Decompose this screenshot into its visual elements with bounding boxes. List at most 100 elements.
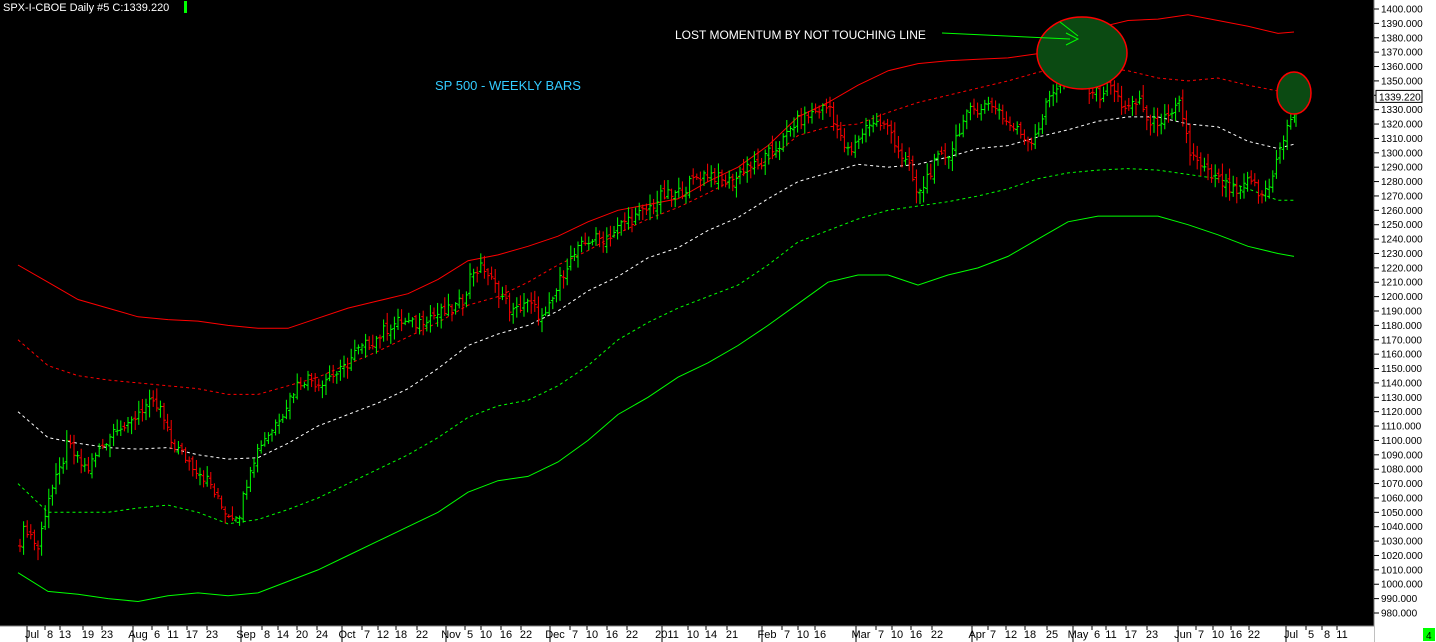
price-bar <box>1180 89 1185 127</box>
x-tick-label: 7 <box>572 629 578 641</box>
price-bar <box>514 297 519 318</box>
price-bar <box>1213 164 1218 188</box>
last-price-box <box>1375 89 1423 103</box>
price-bar <box>435 302 440 327</box>
price-bar <box>939 146 944 155</box>
price-bar <box>910 155 915 182</box>
price-bar <box>1173 97 1178 122</box>
y-tick-label: 1070.000 <box>1381 479 1423 490</box>
price-bar <box>97 443 102 458</box>
price-bar <box>1015 121 1020 135</box>
price-bar <box>1198 152 1203 177</box>
y-tick-label: 1190.000 <box>1381 307 1422 318</box>
y-tick-label: 1160.000 <box>1381 350 1422 361</box>
y-tick-label: 1270.000 <box>1381 191 1423 202</box>
price-bar <box>1202 157 1207 172</box>
price-bar <box>226 514 231 519</box>
chart-header: SPX-I-CBOE Daily #5 C:1339.220 <box>3 2 169 14</box>
price-bar <box>1188 123 1192 166</box>
price-bar <box>367 336 372 351</box>
price-bar <box>1054 82 1059 103</box>
price-bar <box>75 451 80 463</box>
x-tick-label: 23 <box>206 629 218 641</box>
y-tick-label: 1180.000 <box>1381 321 1422 332</box>
price-bar <box>658 184 663 215</box>
y-tick-label: 1370.000 <box>1381 48 1423 59</box>
price-bar <box>100 438 105 450</box>
price-bar <box>316 378 321 392</box>
price-bar <box>540 308 544 333</box>
price-bar <box>734 171 739 198</box>
price-bar <box>878 113 883 131</box>
price-bar <box>792 117 796 138</box>
price-bar <box>1044 98 1048 126</box>
price-bar <box>46 488 51 529</box>
price-bar <box>745 156 750 183</box>
price-bar <box>1040 114 1045 135</box>
price-bar <box>28 524 33 540</box>
price-bar <box>1123 100 1128 114</box>
x-tick-month-label: Oct <box>338 629 355 641</box>
price-bar <box>165 413 170 432</box>
price-bar <box>777 141 782 161</box>
price-bar <box>511 302 516 324</box>
price-bar <box>532 290 537 312</box>
price-bar <box>118 420 123 436</box>
price-bar <box>1245 171 1250 192</box>
price-bar <box>32 529 37 551</box>
price-bar <box>918 188 922 204</box>
price-bar <box>147 389 152 418</box>
price-bar <box>61 457 66 474</box>
price-bar <box>36 540 40 561</box>
price-bar <box>349 348 354 371</box>
price-bar <box>831 102 836 131</box>
price-bar <box>1004 111 1009 126</box>
x-tick-month-label: Jul <box>1284 629 1298 641</box>
price-bar <box>1051 84 1056 107</box>
annotation-arrow <box>941 32 1080 46</box>
price-bar <box>1263 180 1268 202</box>
price-bar <box>752 151 757 175</box>
price-bar <box>1116 82 1120 102</box>
price-bar <box>590 239 595 246</box>
price-bar <box>208 471 213 490</box>
price-bar <box>907 147 912 171</box>
price-bar <box>1134 98 1138 116</box>
price-bar <box>565 258 570 286</box>
price-bar <box>478 253 483 274</box>
x-tick-month-label: Aug <box>128 629 148 641</box>
price-bar <box>154 388 159 412</box>
price-bar <box>723 174 728 188</box>
price-bar <box>626 207 631 230</box>
price-bar <box>900 143 904 168</box>
price-bar <box>241 491 246 523</box>
price-bar <box>1216 168 1221 184</box>
price-bar <box>903 151 908 166</box>
price-bar <box>936 150 940 166</box>
price-bar <box>896 135 901 159</box>
price-bar <box>273 419 278 436</box>
price-bar <box>1270 170 1275 193</box>
price-bar <box>284 399 289 420</box>
price-bar <box>223 506 228 524</box>
x-axis-ticks: Jul 8 13 19 23 Aug 6 11 17 23 Sep 8 14 20 24 Oct 7 12 18 22… <box>25 626 1348 642</box>
price-bar <box>194 459 199 479</box>
x-tick-label: 11 <box>167 629 178 641</box>
price-bar <box>889 120 894 144</box>
price-bar <box>450 304 454 322</box>
price-bar <box>1191 143 1196 161</box>
price-bar <box>835 114 840 139</box>
price-bar <box>684 186 688 204</box>
last-price-label: 1339.220 <box>1379 92 1421 103</box>
price-bar <box>1166 104 1171 123</box>
x-tick-label: 10 <box>797 629 809 641</box>
x-tick-label: 24 <box>316 629 328 641</box>
price-bar <box>766 144 771 165</box>
price-bar <box>288 392 292 420</box>
price-bar <box>1184 110 1189 144</box>
x-tick-label: 7 <box>364 629 370 641</box>
price-bar <box>507 292 512 322</box>
x-tick-label: 7 <box>878 629 884 641</box>
x-tick-label: 10 <box>1212 629 1224 641</box>
price-bar <box>788 125 793 137</box>
